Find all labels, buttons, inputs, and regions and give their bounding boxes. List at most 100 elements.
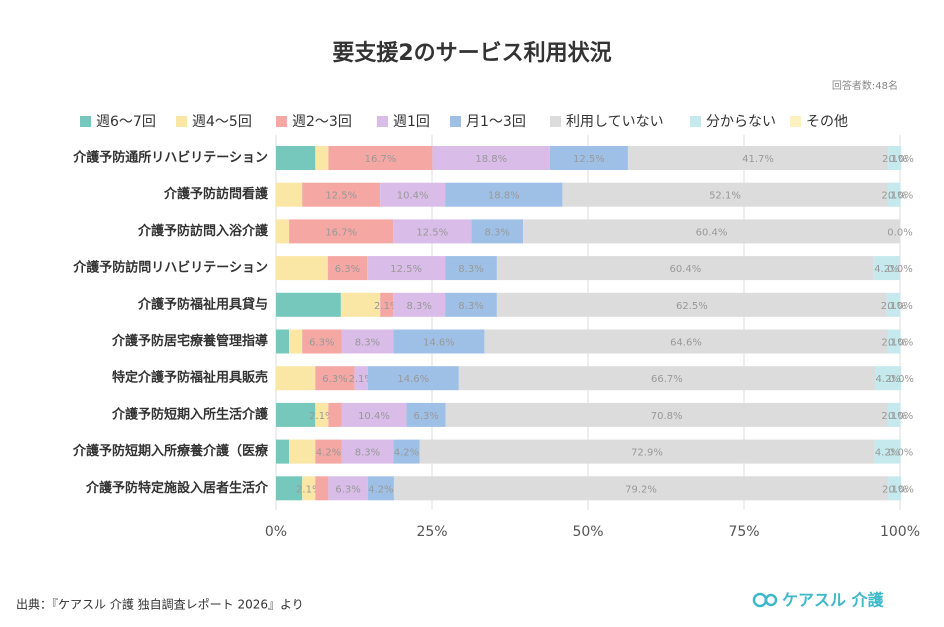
bar-segment — [445, 256, 497, 281]
data-label: 2.1% — [881, 301, 906, 312]
bar-segment — [380, 182, 446, 207]
data-label: 8.3% — [355, 338, 380, 349]
bar-segment — [276, 292, 341, 317]
legend-swatch — [276, 116, 287, 127]
data-label: 10.4% — [397, 191, 429, 202]
data-label: 52.1% — [709, 191, 741, 202]
bar-segment — [276, 329, 290, 354]
legend-label: 利用していない — [566, 114, 664, 130]
data-label: 0.0% — [889, 154, 914, 165]
bar-segment — [888, 476, 902, 501]
data-label: 72.9% — [631, 448, 663, 459]
data-label: 4.2% — [394, 448, 419, 459]
bar-segment — [562, 182, 888, 207]
y-tick-label: 介護予防訪問リハビリテーション — [72, 260, 268, 276]
bar-segment — [289, 439, 316, 464]
bar-segment — [471, 219, 524, 244]
legend-swatch — [690, 116, 701, 127]
data-label: 2.1% — [881, 411, 906, 422]
bar-segment — [328, 476, 368, 501]
data-label: 2.1% — [309, 411, 334, 422]
bar-segment — [302, 476, 316, 501]
data-label: 16.7% — [325, 227, 357, 238]
y-tick-label: 介護予防短期入所療養介護（医療 — [72, 443, 269, 459]
data-label: 14.6% — [423, 338, 455, 349]
data-label: 6.3% — [322, 374, 347, 385]
data-label: 64.6% — [670, 338, 702, 349]
bar-segment — [458, 366, 876, 391]
y-tick-label: 介護予防訪問看護 — [163, 186, 269, 202]
bar-segment — [380, 292, 394, 317]
bar-segment — [289, 219, 394, 244]
bar-segment — [367, 476, 394, 501]
legend-label: その他 — [806, 114, 848, 130]
data-label: 6.3% — [335, 264, 360, 275]
bar-segment — [887, 329, 901, 354]
logo-icon — [752, 592, 768, 608]
legend-label: 分からない — [706, 114, 776, 130]
bar-segment — [276, 256, 328, 281]
data-label: 0.0% — [887, 301, 912, 312]
data-label: 2.1% — [882, 154, 907, 165]
y-tick-label: 介護予防訪問入浴介護 — [137, 223, 269, 239]
bar-segment — [886, 292, 900, 317]
legend-swatch — [80, 116, 91, 127]
y-tick-label: 介護予防福祉用具貸与 — [137, 296, 268, 312]
data-label: 2.1% — [881, 338, 906, 349]
data-label: 4.2% — [875, 448, 900, 459]
bar-segment — [302, 329, 342, 354]
legend-swatch — [550, 116, 561, 127]
x-tick-label: 100% — [880, 524, 920, 540]
data-label: 66.7% — [651, 374, 683, 385]
legend-swatch — [790, 116, 801, 127]
bar-segment — [887, 182, 901, 207]
bar-segment — [874, 439, 901, 464]
data-label: 62.5% — [676, 301, 708, 312]
legend-label: 週4～5回 — [192, 114, 252, 130]
data-label: 18.8% — [475, 154, 507, 165]
legend-label: 週1回 — [393, 114, 430, 130]
bar-segment — [302, 182, 381, 207]
data-label: 2.1% — [881, 191, 906, 202]
data-label: 79.2% — [625, 484, 657, 495]
bar-segment — [887, 402, 901, 427]
bar-segment — [276, 366, 316, 391]
x-tick-label: 25% — [416, 524, 447, 540]
y-tick-label: 介護予防通所リハビリテーション — [72, 150, 268, 166]
data-label: 12.5% — [325, 191, 357, 202]
legend-swatch — [377, 116, 388, 127]
data-label: 6.3% — [309, 338, 334, 349]
bar-segment — [393, 476, 889, 501]
bar-segment — [315, 402, 329, 427]
bar-segment — [393, 292, 446, 317]
bar-segment — [354, 366, 368, 391]
bar-segment — [367, 256, 446, 281]
data-label: 0.0% — [888, 338, 913, 349]
data-label: 2.1% — [882, 484, 907, 495]
y-tick-label: 介護予防短期入所生活介護 — [111, 406, 269, 422]
data-label: 4.2% — [874, 264, 899, 275]
data-label: 8.3% — [355, 448, 380, 459]
bar-segment — [627, 146, 889, 170]
data-label: 4.2% — [316, 448, 341, 459]
y-tick-label: 介護予防居宅療養管理指導 — [111, 333, 268, 349]
data-label: 4.2% — [875, 374, 900, 385]
data-label: 8.3% — [458, 301, 483, 312]
bar-segment — [341, 439, 394, 464]
data-label: 8.3% — [458, 264, 483, 275]
bar-segment — [289, 329, 303, 354]
bar-segment — [276, 402, 316, 427]
bar-segment — [315, 146, 329, 170]
data-label: 6.3% — [335, 484, 360, 495]
bar-segment — [393, 329, 485, 354]
data-label: 0.0% — [888, 411, 913, 422]
bar-segment — [276, 439, 290, 464]
x-tick-label: 0% — [265, 524, 287, 540]
bar-segment — [875, 366, 902, 391]
bar-segment — [393, 439, 420, 464]
data-label: 2.1% — [296, 484, 321, 495]
data-label: 0.0% — [888, 191, 913, 202]
bar-segment — [328, 402, 342, 427]
legend-swatch — [450, 116, 461, 127]
